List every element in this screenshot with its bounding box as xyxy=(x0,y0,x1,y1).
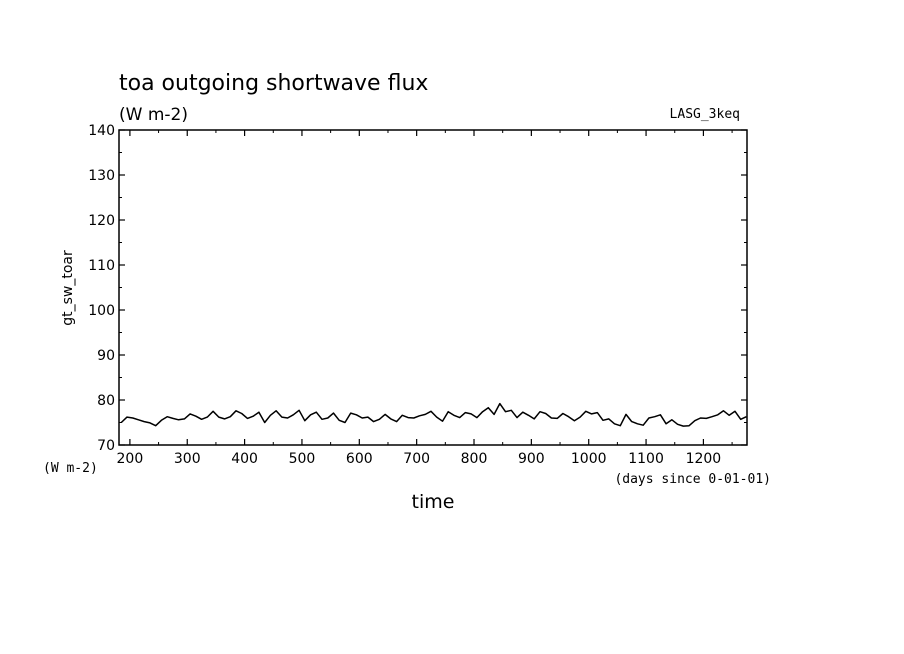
x-tick-labels: 200 300 400 500 600 700 800 900 1000 1100 1200 xyxy=(117,451,722,467)
y-tick-label: 130 xyxy=(88,168,115,184)
x-tick-label: 1000 xyxy=(571,451,607,467)
chart-subtitle: (W m-2) xyxy=(119,105,188,125)
y-tick-label: 110 xyxy=(88,258,115,274)
x-tick-label: 400 xyxy=(231,451,258,467)
y-tick-label: 80 xyxy=(97,393,115,409)
plot-frame xyxy=(118,129,748,446)
y-tick-label: 140 xyxy=(88,123,115,139)
x-tick-label: 1100 xyxy=(628,451,664,467)
y-tick-label: 90 xyxy=(97,348,115,364)
x-tick-label: 800 xyxy=(461,451,488,467)
y-units-label: (W m-2) xyxy=(43,461,98,476)
x-tick-label: 500 xyxy=(289,451,316,467)
run-label: LASG_3keq xyxy=(670,107,740,122)
y-tick-label: 70 xyxy=(97,438,115,454)
x-tick-label: 1200 xyxy=(686,451,722,467)
x-axis-label: time xyxy=(412,491,455,513)
x-tick-label: 300 xyxy=(174,451,201,467)
x-tick-label: 900 xyxy=(518,451,545,467)
x-tick-label: 700 xyxy=(403,451,430,467)
x-tick-label: 200 xyxy=(117,451,144,467)
series-line xyxy=(120,402,747,427)
axis-ticks xyxy=(119,129,747,446)
x-units-label: (days since 0-01-01) xyxy=(614,472,771,487)
chart-title: toa outgoing shortwave flux xyxy=(119,71,428,96)
x-tick-label: 600 xyxy=(346,451,373,467)
y-tick-labels: 70 80 90 100 110 120 130 140 xyxy=(88,123,115,454)
y-tick-label: 100 xyxy=(88,303,115,319)
y-axis-label: gt_sw_toar xyxy=(60,250,76,326)
y-tick-label: 120 xyxy=(88,213,115,229)
